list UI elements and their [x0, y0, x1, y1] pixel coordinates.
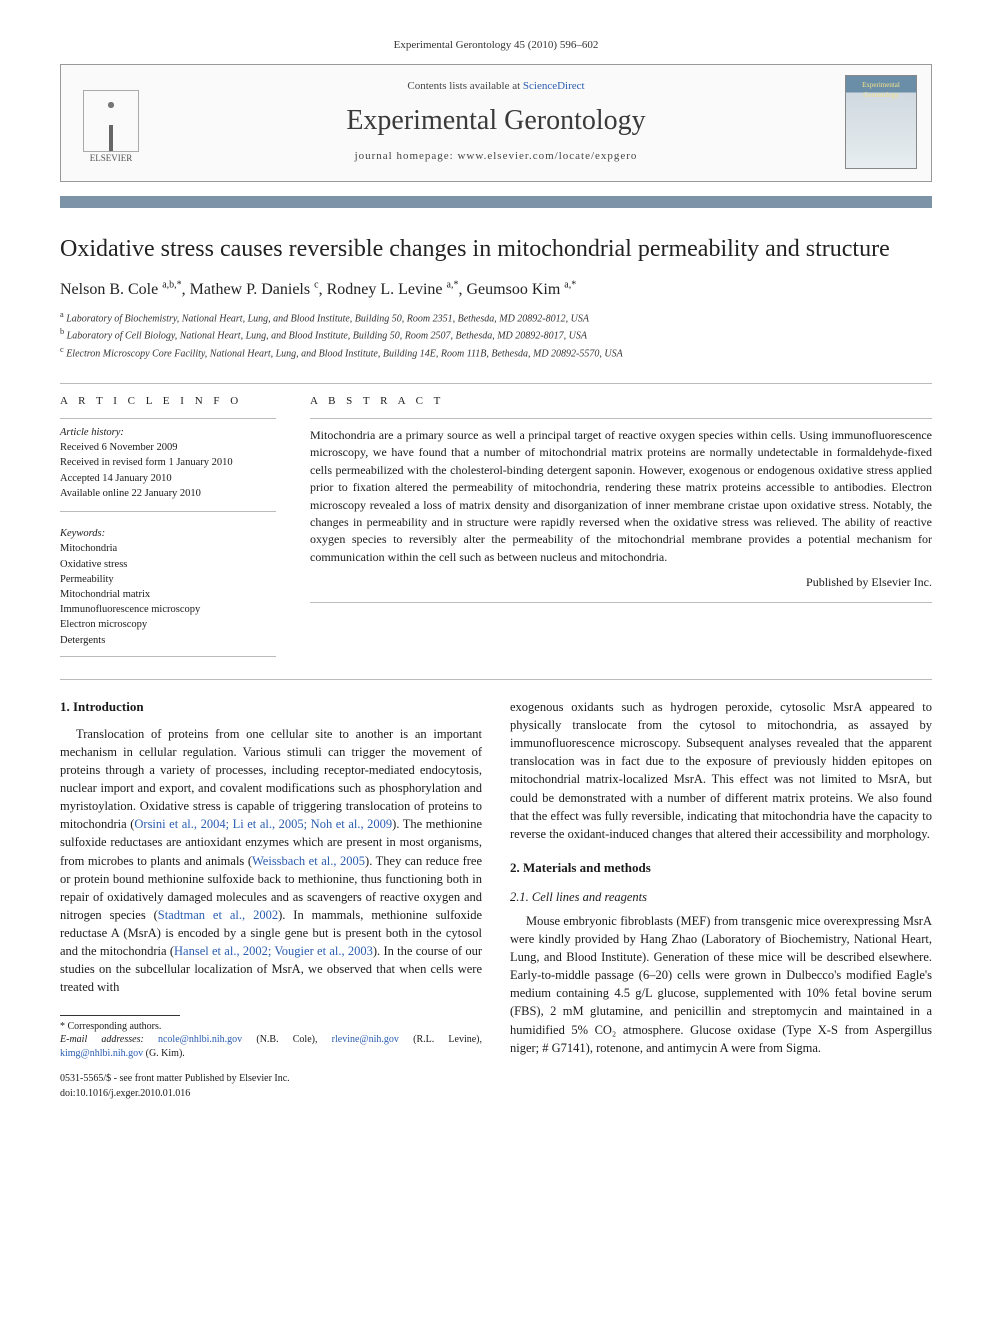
history-list: Received 6 November 2009Received in revi…: [60, 440, 276, 501]
citation-link[interactable]: Weissbach et al., 2005: [252, 854, 365, 868]
cover-text: Experimental Gerontology: [846, 80, 916, 100]
keyword: Immunofluorescence microscopy: [60, 602, 276, 617]
published-by: Published by Elsevier Inc.: [310, 574, 932, 591]
citation-link[interactable]: Hansel et al., 2002; Vougier et al., 200…: [174, 944, 373, 958]
article-info-block: A R T I C L E I N F O Article history: R…: [60, 394, 276, 657]
email-label: E-mail addresses:: [60, 1034, 158, 1045]
journal-masthead: ELSEVIER Contents lists available at Sci…: [60, 64, 932, 182]
history-item: Accepted 14 January 2010: [60, 471, 276, 486]
doi-line: doi:10.1016/j.exger.2010.01.016: [60, 1087, 482, 1102]
abstract-text: Mitochondria are a primary source as wel…: [310, 427, 932, 566]
section-heading-methods: 2. Materials and methods: [510, 859, 932, 878]
abstract-heading: A B S T R A C T: [310, 394, 932, 410]
section-divider: [60, 679, 932, 680]
contents-prefix: Contents lists available at: [407, 80, 522, 92]
article-meta-row: A R T I C L E I N F O Article history: R…: [60, 383, 932, 657]
publisher-logo: ELSEVIER: [75, 79, 147, 165]
email-link[interactable]: ncole@nhlbi.nih.gov: [158, 1034, 242, 1045]
keyword: Mitochondria: [60, 541, 276, 556]
sciencedirect-link[interactable]: ScienceDirect: [523, 80, 585, 92]
history-item: Available online 22 January 2010: [60, 486, 276, 501]
citation-link[interactable]: Stadtman et al., 2002: [158, 908, 278, 922]
keyword: Mitochondrial matrix: [60, 587, 276, 602]
keyword: Permeability: [60, 572, 276, 587]
affiliation: c Electron Microscopy Core Facility, Nat…: [60, 344, 932, 361]
keyword: Electron microscopy: [60, 617, 276, 632]
elsevier-tree-icon: [83, 90, 139, 152]
keyword: Oxidative stress: [60, 557, 276, 572]
journal-homepage: journal homepage: www.elsevier.com/locat…: [161, 149, 831, 165]
abstract-block: A B S T R A C T Mitochondria are a prima…: [310, 394, 932, 657]
email-line: E-mail addresses: ncole@nhlbi.nih.gov (N…: [60, 1033, 482, 1060]
page: Experimental Gerontology 45 (2010) 596–6…: [0, 0, 992, 1141]
author-list: Nelson B. Cole a,b,*, Mathew P. Daniels …: [60, 278, 932, 301]
affiliation: a Laboratory of Biochemistry, National H…: [60, 309, 932, 326]
header-color-bar: [60, 196, 932, 208]
left-column: 1. Introduction Translocation of protein…: [60, 698, 482, 1101]
section-heading-introduction: 1. Introduction: [60, 698, 482, 717]
doi-block: 0531-5565/$ - see front matter Published…: [60, 1072, 482, 1101]
right-column: exogenous oxidants such as hydrogen pero…: [510, 698, 932, 1101]
subsection-heading: 2.1. Cell lines and reagents: [510, 888, 932, 906]
keywords-label: Keywords:: [60, 526, 276, 541]
email-attribution: (R.L. Levine),: [399, 1034, 482, 1045]
history-label: Article history:: [60, 425, 276, 440]
history-item: Received in revised form 1 January 2010: [60, 455, 276, 470]
body-columns: 1. Introduction Translocation of protein…: [60, 698, 932, 1101]
divider: [60, 511, 276, 512]
email-link[interactable]: rlevine@nih.gov: [332, 1034, 399, 1045]
corresponding-note: * Corresponding authors.: [60, 1020, 482, 1034]
email-attribution: (N.B. Cole),: [242, 1034, 331, 1045]
journal-cover-thumbnail: Experimental Gerontology: [845, 75, 917, 169]
article-info-heading: A R T I C L E I N F O: [60, 394, 276, 410]
keyword: Detergents: [60, 633, 276, 648]
divider: [310, 602, 932, 603]
front-matter-line: 0531-5565/$ - see front matter Published…: [60, 1072, 482, 1087]
email-attribution: (G. Kim).: [143, 1048, 185, 1059]
divider: [60, 656, 276, 657]
intro-continuation: exogenous oxidants such as hydrogen pero…: [510, 698, 932, 843]
citation-link[interactable]: Orsini et al., 2004; Li et al., 2005; No…: [134, 817, 392, 831]
email-link[interactable]: kimg@nhlbi.nih.gov: [60, 1048, 143, 1059]
issue-reference: Experimental Gerontology 45 (2010) 596–6…: [60, 38, 932, 54]
footnote-separator: [60, 1015, 180, 1016]
keywords-list: MitochondriaOxidative stressPermeability…: [60, 541, 276, 648]
history-item: Received 6 November 2009: [60, 440, 276, 455]
journal-title: Experimental Gerontology: [161, 101, 831, 142]
affiliations: a Laboratory of Biochemistry, National H…: [60, 309, 932, 361]
masthead-center: Contents lists available at ScienceDirec…: [161, 79, 831, 165]
text-run: Translocation of proteins from one cellu…: [60, 727, 482, 832]
affiliation: b Laboratory of Cell Biology, National H…: [60, 326, 932, 343]
publisher-name: ELSEVIER: [90, 152, 133, 165]
methods-paragraph: Mouse embryonic fibroblasts (MEF) from t…: [510, 912, 932, 1057]
intro-paragraph: Translocation of proteins from one cellu…: [60, 725, 482, 997]
divider: [60, 418, 276, 419]
contents-available-line: Contents lists available at ScienceDirec…: [161, 79, 831, 95]
footnotes: * Corresponding authors. E-mail addresse…: [60, 1020, 482, 1061]
article-title: Oxidative stress causes reversible chang…: [60, 234, 932, 264]
divider: [310, 418, 932, 419]
